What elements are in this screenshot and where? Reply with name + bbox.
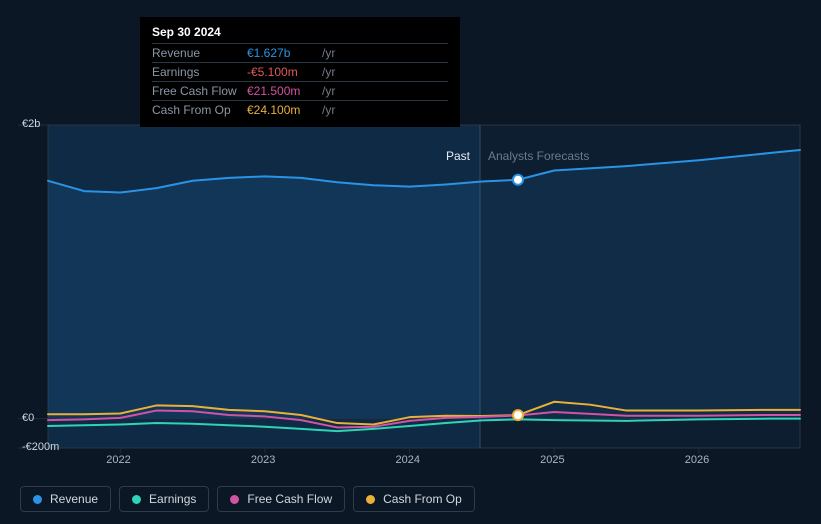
y-axis-tick-label: €0 <box>22 412 34 424</box>
chart-legend: Revenue Earnings Free Cash Flow Cash From O… <box>20 486 475 512</box>
tooltip-row: Revenue€1.627b/yr <box>152 43 448 62</box>
legend-swatch <box>33 495 42 504</box>
tooltip-row: Free Cash Flow€21.500m/yr <box>152 81 448 100</box>
tooltip-row-label: Earnings <box>152 65 247 79</box>
legend-label: Revenue <box>50 492 98 506</box>
tooltip-row-suffix: /yr <box>322 65 335 79</box>
x-axis-tick-label: 2023 <box>251 454 275 466</box>
legend-item-revenue[interactable]: Revenue <box>20 486 111 512</box>
legend-item-free_cash_flow[interactable]: Free Cash Flow <box>217 486 345 512</box>
x-axis-tick-label: 2024 <box>396 454 420 466</box>
forecast-label: Analysts Forecasts <box>488 149 589 163</box>
marker-cash_from_op <box>513 410 523 420</box>
tooltip-row-suffix: /yr <box>322 103 335 117</box>
x-axis-tick-label: 2022 <box>106 454 130 466</box>
tooltip-row-value: -€5.100m <box>247 65 322 79</box>
x-axis-tick-label: 2026 <box>685 454 709 466</box>
legend-swatch <box>230 495 239 504</box>
tooltip-row: Cash From Op€24.100m/yr <box>152 100 448 119</box>
tooltip-row-label: Free Cash Flow <box>152 84 247 98</box>
marker-revenue <box>513 175 523 185</box>
tooltip-row-value: €21.500m <box>247 84 322 98</box>
x-axis-tick-label: 2025 <box>540 454 564 466</box>
y-axis-tick-label: €2b <box>22 118 40 130</box>
legend-label: Cash From Op <box>383 492 462 506</box>
legend-item-cash_from_op[interactable]: Cash From Op <box>353 486 475 512</box>
legend-item-earnings[interactable]: Earnings <box>119 486 209 512</box>
tooltip-row-suffix: /yr <box>322 46 335 60</box>
y-axis-tick-label: -€200m <box>22 441 59 453</box>
past-label: Past <box>446 149 470 163</box>
tooltip-row: Earnings-€5.100m/yr <box>152 62 448 81</box>
tooltip-row-value: €1.627b <box>247 46 322 60</box>
tooltip-row-suffix: /yr <box>322 84 335 98</box>
legend-label: Earnings <box>149 492 196 506</box>
tooltip-row-label: Revenue <box>152 46 247 60</box>
legend-swatch <box>132 495 141 504</box>
tooltip-row-value: €24.100m <box>247 103 322 117</box>
tooltip-title: Sep 30 2024 <box>152 25 448 39</box>
legend-swatch <box>366 495 375 504</box>
legend-label: Free Cash Flow <box>247 492 332 506</box>
financials-chart: €2b €0 -€200m 2022 2023 2024 2025 2026 Past An… <box>0 0 821 524</box>
chart-tooltip: Sep 30 2024 Revenue€1.627b/yrEarnings-€5… <box>140 17 460 127</box>
tooltip-row-label: Cash From Op <box>152 103 247 117</box>
